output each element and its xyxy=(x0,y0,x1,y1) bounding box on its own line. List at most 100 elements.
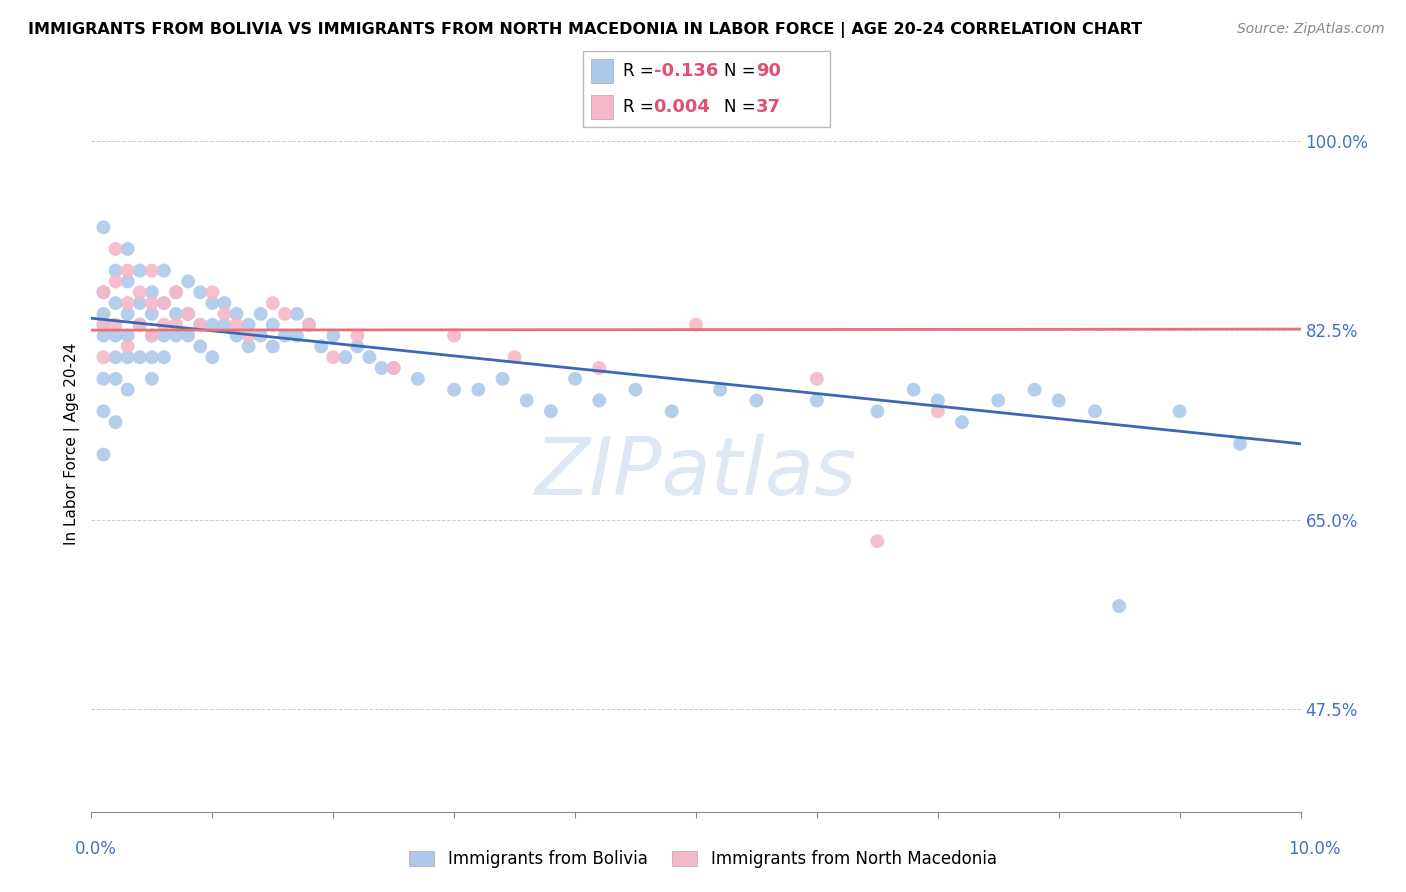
Point xyxy=(141,328,163,343)
Text: 90: 90 xyxy=(756,62,780,80)
Point xyxy=(238,328,260,343)
Point xyxy=(104,415,127,429)
Point xyxy=(153,263,176,277)
Point xyxy=(128,263,150,277)
Point xyxy=(588,393,610,408)
Point xyxy=(359,350,381,364)
Point xyxy=(104,350,127,364)
Text: N =: N = xyxy=(724,98,761,116)
Point xyxy=(141,328,163,343)
Point xyxy=(93,307,115,321)
Point xyxy=(443,328,465,343)
Point xyxy=(709,383,731,397)
Point xyxy=(491,372,513,386)
Point xyxy=(177,307,200,321)
Point xyxy=(225,307,247,321)
Text: ZIPatlas: ZIPatlas xyxy=(534,434,858,512)
Point xyxy=(1108,599,1130,613)
Point xyxy=(516,393,538,408)
Point xyxy=(588,361,610,376)
Point xyxy=(624,383,647,397)
Point xyxy=(117,350,139,364)
Point xyxy=(298,318,321,332)
Point xyxy=(188,318,211,332)
Point xyxy=(153,318,176,332)
Point xyxy=(93,285,115,300)
Point xyxy=(806,372,828,386)
Point xyxy=(225,318,247,332)
Point xyxy=(141,285,163,300)
Point xyxy=(1024,383,1046,397)
Point xyxy=(238,339,260,353)
Point xyxy=(128,285,150,300)
Point xyxy=(346,328,368,343)
Point xyxy=(214,307,236,321)
Point xyxy=(104,318,127,332)
Text: 0.0%: 0.0% xyxy=(75,840,117,858)
Point xyxy=(93,350,115,364)
Point xyxy=(93,404,115,418)
Point xyxy=(104,242,127,256)
Point xyxy=(346,339,368,353)
Point xyxy=(128,318,150,332)
Point xyxy=(285,307,308,321)
Point xyxy=(1047,393,1070,408)
Point xyxy=(104,328,127,343)
Point xyxy=(201,318,224,332)
Point xyxy=(903,383,925,397)
Point xyxy=(806,393,828,408)
Point xyxy=(117,263,139,277)
Point xyxy=(745,393,768,408)
Point xyxy=(564,372,586,386)
Point xyxy=(188,318,211,332)
Point xyxy=(309,339,332,353)
Point xyxy=(188,339,211,353)
Point xyxy=(382,361,405,376)
Point xyxy=(117,339,139,353)
Point xyxy=(141,350,163,364)
Point xyxy=(117,383,139,397)
Point xyxy=(165,318,187,332)
Point xyxy=(927,404,949,418)
Point xyxy=(274,328,297,343)
Point xyxy=(262,339,284,353)
Point xyxy=(141,296,163,310)
Text: Source: ZipAtlas.com: Source: ZipAtlas.com xyxy=(1237,22,1385,37)
Point xyxy=(177,275,200,289)
Point xyxy=(153,296,176,310)
Point xyxy=(1084,404,1107,418)
Point xyxy=(104,372,127,386)
FancyBboxPatch shape xyxy=(583,51,830,127)
Point xyxy=(177,328,200,343)
Point xyxy=(128,296,150,310)
Point xyxy=(117,328,139,343)
Point xyxy=(141,372,163,386)
Point xyxy=(188,285,211,300)
Point xyxy=(382,361,405,376)
Y-axis label: In Labor Force | Age 20-24: In Labor Force | Age 20-24 xyxy=(65,343,80,545)
Point xyxy=(201,285,224,300)
Point xyxy=(93,328,115,343)
Point xyxy=(141,263,163,277)
Point xyxy=(950,415,973,429)
Point xyxy=(201,296,224,310)
Point xyxy=(866,404,889,418)
Point xyxy=(443,383,465,397)
Point xyxy=(117,242,139,256)
Legend: Immigrants from Bolivia, Immigrants from North Macedonia: Immigrants from Bolivia, Immigrants from… xyxy=(402,844,1004,875)
Bar xyxy=(591,59,613,84)
Point xyxy=(165,285,187,300)
Point xyxy=(335,350,357,364)
Text: R =: R = xyxy=(623,62,659,80)
Text: R =: R = xyxy=(623,98,659,116)
Point xyxy=(153,328,176,343)
Point xyxy=(93,220,115,235)
Point xyxy=(238,318,260,332)
Point xyxy=(214,296,236,310)
Point xyxy=(866,534,889,549)
Point xyxy=(987,393,1010,408)
Point xyxy=(503,350,526,364)
Point xyxy=(104,263,127,277)
Point xyxy=(165,285,187,300)
Point xyxy=(165,307,187,321)
